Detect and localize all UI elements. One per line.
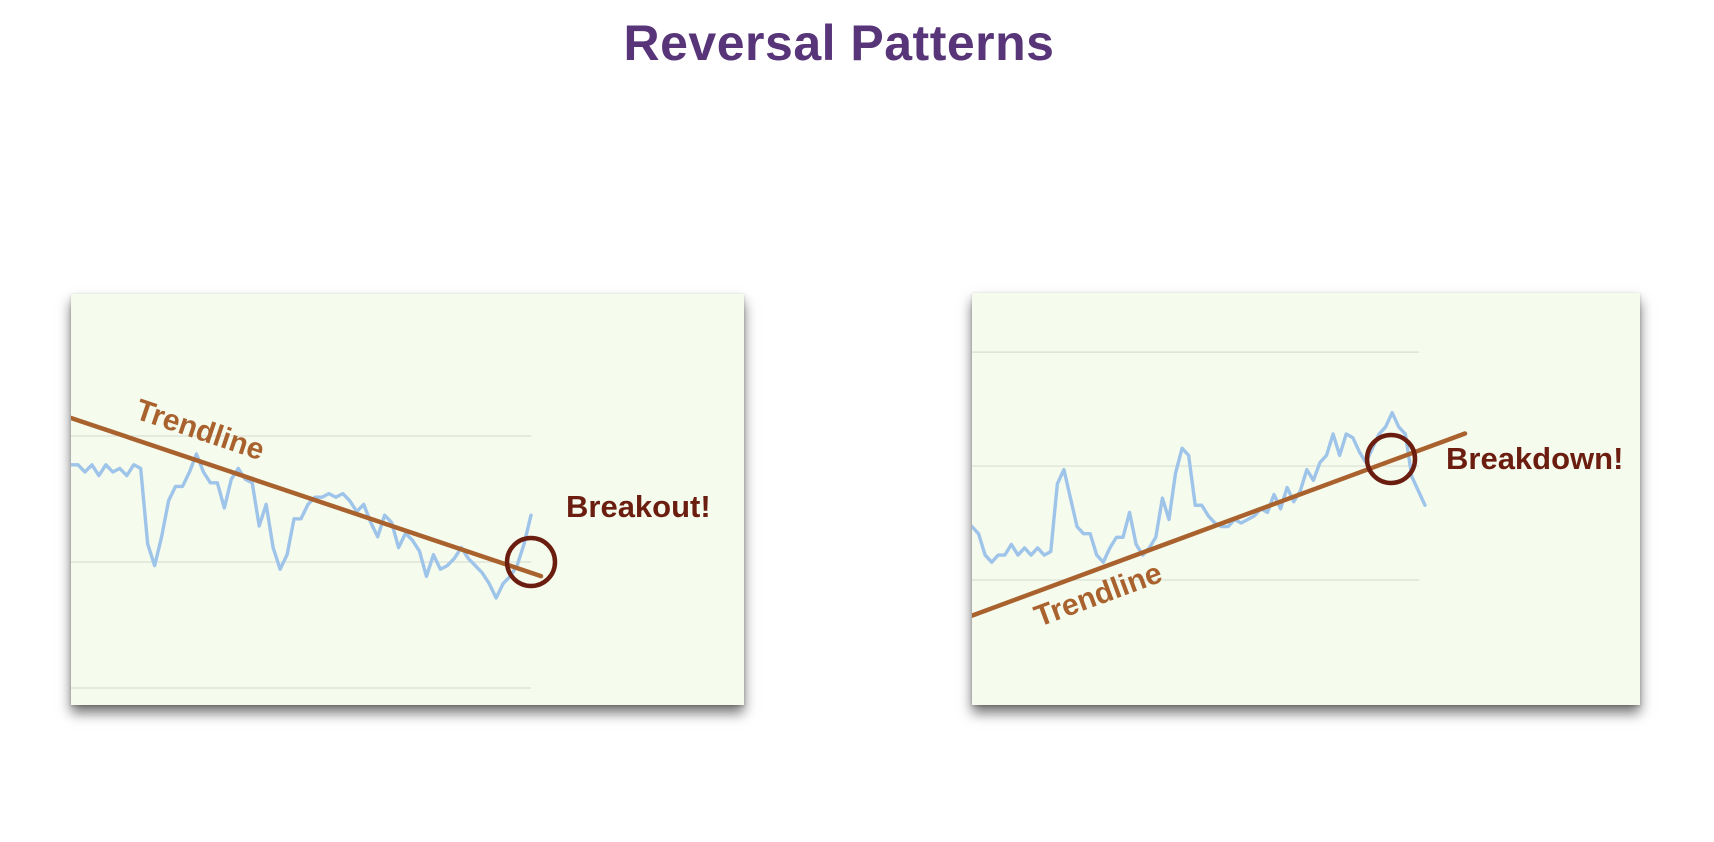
breakout-price-line [71, 452, 533, 600]
breakout-callout-circle [504, 535, 558, 589]
breakdown-callout-circle [1364, 432, 1418, 486]
breakout-trendline [71, 415, 544, 579]
breakout-chart-panel: Trendline [71, 294, 744, 705]
breakout-trendline-label: Trendline [132, 393, 269, 467]
breakdown-trendline [972, 431, 1468, 618]
breakdown-callout-label: Breakdown! [1446, 441, 1624, 476]
breakout-callout-label: Breakout! [566, 489, 711, 524]
breakdown-price-line [972, 410, 1427, 564]
breakout-chart: Trendline [71, 393, 558, 689]
breakdown-chart: Trendline [972, 351, 1468, 634]
page-title: Reversal Patterns [623, 15, 1055, 71]
breakdown-chart-panel: Trendline [972, 293, 1640, 705]
